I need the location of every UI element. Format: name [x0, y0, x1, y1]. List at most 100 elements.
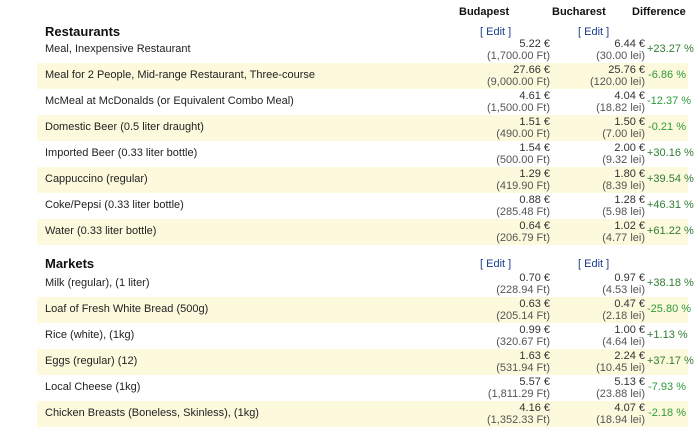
bucharest-price-local: (30.00 lei): [596, 50, 645, 62]
budapest-price: 1.63 € (531.94 Ft): [437, 350, 550, 374]
price-difference: +38.18 %: [647, 277, 694, 289]
item-name: Domestic Beer (0.5 liter draught): [45, 121, 204, 133]
item-name: Meal for 2 People, Mid-range Restaurant,…: [45, 69, 316, 81]
price-difference: +39.54 %: [647, 173, 694, 185]
price-difference: -0.21 %: [648, 121, 686, 133]
edit-budapest-restaurants[interactable]: [ Edit ]: [480, 26, 511, 38]
budapest-price-local: (419.90 Ft): [496, 180, 550, 192]
header-difference: Difference: [632, 6, 686, 18]
bucharest-price-eur: 0.97 €: [614, 272, 645, 284]
table-row: Water (0.33 liter bottle) 0.64 € (206.79 F…: [37, 219, 694, 245]
table-row: Eggs (regular) (12) 1.63 € (531.94 Ft) 2.24…: [37, 349, 694, 375]
bucharest-price: 0.97 € (4.53 lei): [537, 272, 645, 296]
budapest-price-local: (9,000.00 Ft): [487, 76, 550, 88]
edit-bucharest-markets[interactable]: [ Edit ]: [578, 258, 609, 270]
budapest-price-eur: 0.88 €: [519, 194, 550, 206]
item-name: Water (0.33 liter bottle): [45, 225, 157, 237]
bucharest-price-local: (9.32 lei): [602, 154, 645, 166]
item-name: Coke/Pepsi (0.33 liter bottle): [45, 199, 184, 211]
bucharest-price-local: (2.18 lei): [602, 310, 645, 322]
budapest-price: 0.88 € (285.48 Ft): [437, 194, 550, 218]
budapest-price: 0.63 € (205.14 Ft): [437, 298, 550, 322]
item-name: McMeal at McDonalds (or Equivalent Combo…: [45, 95, 294, 107]
budapest-price-eur: 0.64 €: [519, 220, 550, 232]
bucharest-price-local: (23.88 lei): [596, 388, 645, 400]
bucharest-price-eur: 1.80 €: [614, 168, 645, 180]
budapest-price-local: (1,811.29 Ft): [487, 388, 550, 400]
table-row: Imported Beer (0.33 liter bottle) 1.54 €(…: [37, 141, 694, 167]
bucharest-price-eur: 1.00 €: [614, 324, 645, 336]
budapest-price-local: (1,700.00 Ft): [487, 50, 550, 62]
bucharest-price-eur: 0.47 €: [614, 298, 645, 310]
item-name: Chicken Breasts (Boneless, Skinless), (1…: [45, 407, 259, 419]
budapest-price-eur: 27.66 €: [513, 64, 550, 76]
edit-link-budapest-restaurants[interactable]: [ Edit ]: [480, 26, 512, 38]
bucharest-price: 2.24 € (10.45 lei): [537, 350, 645, 374]
bucharest-price-eur: 1.28 €: [614, 194, 645, 206]
bucharest-price: 5.13 € (23.88 lei): [537, 376, 645, 400]
bucharest-price-local: (18.82 lei): [596, 102, 645, 114]
budapest-price-local: (531.94 Ft): [496, 362, 550, 374]
bucharest-price: 1.28 € (5.98 lei): [537, 194, 645, 218]
budapest-price-local: (228.94 Ft): [496, 284, 550, 296]
budapest-price: 4.61 € (1,500.00 Ft): [437, 90, 550, 114]
bucharest-price-local: (18.94 lei): [596, 414, 645, 426]
budapest-price-eur: 1.63 €: [519, 350, 550, 362]
edit-budapest-markets[interactable]: [ Edit ]: [480, 258, 511, 270]
table-row: Rice (white), (1kg) 0.99 € (320.67 Ft) 1.00…: [37, 323, 688, 349]
table-row: Loaf of Fresh White Bread (500g) 0.63 € (2…: [37, 297, 691, 323]
bucharest-price: 1.50 € (7.00 lei): [537, 116, 645, 140]
budapest-price: 4.16 € (1,352.33 Ft): [437, 402, 550, 426]
bucharest-price-local: (8.39 lei): [602, 180, 645, 192]
budapest-price-local: (500.00 Ft): [496, 154, 550, 166]
budapest-price: 5.22 € (1,700.00 Ft): [437, 38, 550, 62]
edit-link-budapest-markets[interactable]: [ Edit ]: [480, 258, 512, 270]
budapest-price-local: (320.67 Ft): [496, 336, 550, 348]
price-difference: +37.17 %: [647, 355, 694, 367]
bucharest-price-eur: 1.02 €: [614, 220, 645, 232]
bucharest-price-local: (4.64 lei): [602, 336, 645, 348]
budapest-price-eur: 4.61 €: [519, 90, 550, 102]
bucharest-price-local: (120.00 lei): [589, 76, 645, 88]
bucharest-price-local: (7.00 lei): [602, 128, 645, 140]
table-row: McMeal at McDonalds (or Equivalent Combo…: [37, 89, 692, 115]
price-difference: +1.13 %: [647, 329, 688, 341]
bucharest-price-eur: 5.13 €: [614, 376, 645, 388]
bucharest-price: 1.80 € (8.39 lei): [537, 168, 645, 192]
edit-link-bucharest-markets[interactable]: [ Edit ]: [578, 258, 610, 270]
bucharest-price: 1.00 € (4.64 lei): [537, 324, 645, 348]
budapest-price: 0.64 € (206.79 Ft): [437, 220, 550, 244]
item-name: Loaf of Fresh White Bread (500g): [45, 303, 209, 315]
price-difference: -6.86 %: [648, 69, 686, 81]
bucharest-price-local: (10.45 lei): [596, 362, 645, 374]
table-row: Meal, Inexpensive Restaurant 5.22 € (1,700…: [37, 37, 694, 63]
bucharest-price: 25.76 € (120.00 lei): [537, 64, 645, 88]
budapest-price-local: (205.14 Ft): [496, 310, 550, 322]
price-difference: -12.37 %: [647, 95, 692, 107]
bucharest-price: 4.07 € (18.94 lei): [537, 402, 645, 426]
section-title-restaurants: Restaurants: [45, 24, 121, 39]
budapest-price-eur: 1.51 €: [519, 116, 550, 128]
budapest-price: 1.29 € (419.90 Ft): [437, 168, 550, 192]
budapest-price: 1.54 € (500.00 Ft): [437, 142, 550, 166]
budapest-price: 0.70 € (228.94 Ft): [437, 272, 550, 296]
item-name: Rice (white), (1kg): [45, 329, 135, 341]
item-name: Milk (regular), (1 liter): [45, 277, 150, 289]
header-budapest: Budapest: [459, 6, 510, 18]
budapest-price-local: (1,352.33 Ft): [487, 414, 550, 426]
item-name: Cappuccino (regular): [45, 173, 148, 185]
price-difference: +61.22 %: [647, 225, 694, 237]
item-name: Local Cheese (1kg): [45, 381, 141, 393]
table-row: Milk (regular), (1 liter) 0.70 € (228.94 F…: [37, 271, 694, 297]
bucharest-price-eur: 1.50 €: [614, 116, 645, 128]
budapest-price-eur: 0.70 €: [519, 272, 550, 284]
bucharest-price-eur: 4.07 €: [614, 402, 645, 414]
item-name: Imported Beer (0.33 liter bottle): [45, 147, 198, 159]
edit-link-bucharest-restaurants[interactable]: [ Edit ]: [578, 26, 610, 38]
header-bucharest: Bucharest: [552, 6, 606, 18]
budapest-price-eur: 5.22 €: [519, 38, 550, 50]
bucharest-price-eur: 6.44 €: [614, 38, 645, 50]
section-title-markets: Markets: [45, 256, 95, 271]
bucharest-price-local: (4.77 lei): [602, 232, 645, 244]
edit-bucharest-restaurants[interactable]: [ Edit ]: [578, 26, 609, 38]
